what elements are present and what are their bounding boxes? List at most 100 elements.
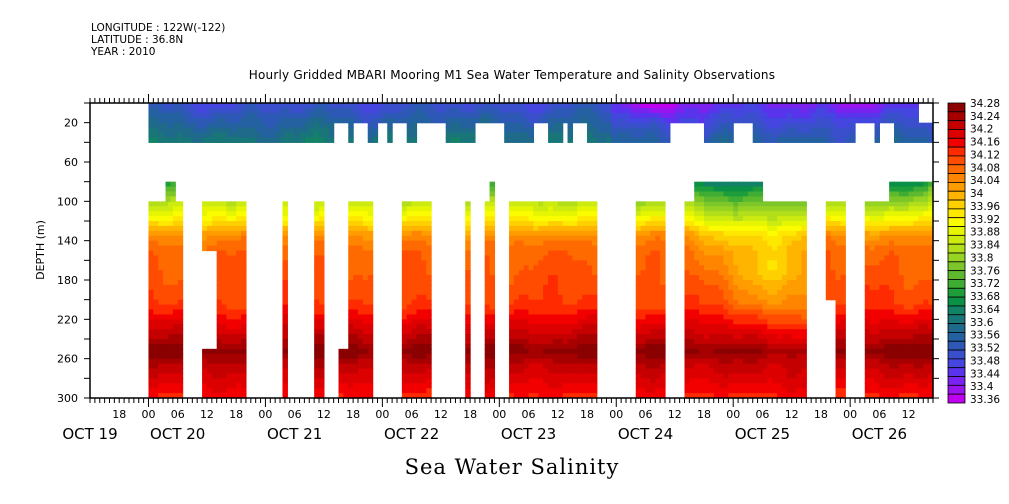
heatmap-cell [567, 250, 574, 257]
heatmap-cell [450, 117, 457, 124]
heatmap-cell [543, 107, 549, 114]
heatmap-cell [528, 107, 535, 114]
heatmap-cell [567, 112, 574, 119]
heatmap-cell [153, 294, 159, 301]
heatmap-cell [781, 117, 788, 124]
heatmap-cell [908, 132, 915, 139]
heatmap-cell [416, 250, 422, 257]
heatmap-cell [606, 122, 612, 129]
heatmap-cell [158, 324, 164, 330]
heatmap-cell [270, 103, 276, 109]
heatmap-cell [757, 343, 764, 350]
heatmap-cell [587, 117, 593, 124]
heatmap-cell [908, 216, 915, 222]
heatmap-cell [426, 117, 432, 124]
heatmap-cell [177, 206, 184, 212]
heatmap-cell [153, 309, 159, 316]
heatmap-cell [572, 353, 578, 360]
heatmap-cell [513, 324, 520, 330]
heatmap-cell [913, 235, 919, 242]
heatmap-cell [523, 383, 530, 389]
heatmap-cell [791, 280, 798, 286]
heatmap-cell [864, 358, 871, 365]
heatmap-cell [367, 324, 374, 330]
heatmap-cell [786, 368, 793, 375]
heatmap-cell [226, 289, 232, 296]
heatmap-cell [738, 324, 744, 330]
heatmap-cell [635, 343, 642, 350]
heatmap-cell [684, 201, 690, 207]
heatmap-cell [884, 368, 890, 375]
heatmap-cell [903, 117, 910, 124]
heatmap-cell [820, 132, 827, 139]
heatmap-cell [913, 314, 919, 320]
heatmap-cell [401, 112, 408, 119]
heatmap-cell [148, 284, 154, 291]
heatmap-cell [172, 221, 179, 227]
heatmap-cell [738, 339, 744, 345]
heatmap-cell [265, 137, 271, 143]
heatmap-cell [621, 127, 627, 134]
heatmap-cell [791, 127, 798, 134]
heatmap-cell [796, 137, 803, 143]
heatmap-cell [616, 137, 622, 143]
heatmap-cell [484, 270, 491, 276]
heatmap-cell [713, 378, 720, 384]
heatmap-cell [562, 270, 569, 276]
heatmap-cell [523, 127, 530, 134]
heatmap-cell [587, 378, 593, 384]
heatmap-cell [406, 324, 413, 330]
heatmap-cell [733, 309, 739, 316]
heatmap-cell [587, 103, 593, 109]
heatmap-cell [216, 348, 223, 355]
heatmap-cell [786, 280, 793, 286]
heatmap-cell [884, 112, 890, 119]
heatmap-cell [221, 117, 228, 124]
heatmap-cell [879, 393, 885, 399]
heatmap-cell [367, 353, 374, 360]
heatmap-cell [489, 275, 496, 281]
heatmap-cell [518, 299, 525, 306]
heatmap-cell [513, 353, 520, 360]
heatmap-cell [708, 383, 715, 389]
heatmap-cell [455, 132, 461, 139]
heatmap-cell [728, 304, 734, 311]
heatmap-cell [738, 368, 744, 375]
heatmap-cell [358, 353, 364, 360]
heatmap-cell [163, 388, 169, 394]
heatmap-cell [733, 250, 739, 257]
heatmap-cell [484, 329, 491, 335]
heatmap-cell [650, 388, 656, 394]
heatmap-cell [221, 324, 228, 330]
heatmap-cell [694, 294, 700, 301]
heatmap-cell [406, 299, 413, 306]
heatmap-cell [509, 216, 515, 222]
heatmap-cell [655, 324, 661, 330]
heatmap-cell [226, 112, 232, 119]
heatmap-cell [738, 255, 744, 261]
heatmap-cell [197, 122, 203, 129]
heatmap-cell [358, 270, 364, 276]
heatmap-cell [211, 368, 218, 375]
heatmap-cell [640, 112, 647, 119]
heatmap-cell [163, 221, 169, 227]
heatmap-cell [163, 225, 169, 232]
heatmap-cell [825, 255, 832, 261]
heatmap-cell [733, 270, 739, 276]
heatmap-cell [850, 112, 856, 119]
heatmap-cell [158, 216, 164, 222]
heatmap-cell [572, 112, 578, 119]
heatmap-cell [323, 137, 330, 143]
heatmap-cell [289, 137, 296, 143]
heatmap-cell [786, 216, 793, 222]
heatmap-cell [362, 216, 369, 222]
heatmap-cell [903, 275, 910, 281]
heatmap-cell [509, 260, 515, 266]
heatmap-cell [723, 353, 729, 360]
heatmap-cell [801, 383, 807, 389]
heatmap-cell [694, 343, 700, 350]
heatmap-cell [489, 284, 496, 291]
heatmap-cell [172, 378, 179, 384]
heatmap-cell [791, 314, 798, 320]
heatmap-cell [777, 201, 783, 207]
